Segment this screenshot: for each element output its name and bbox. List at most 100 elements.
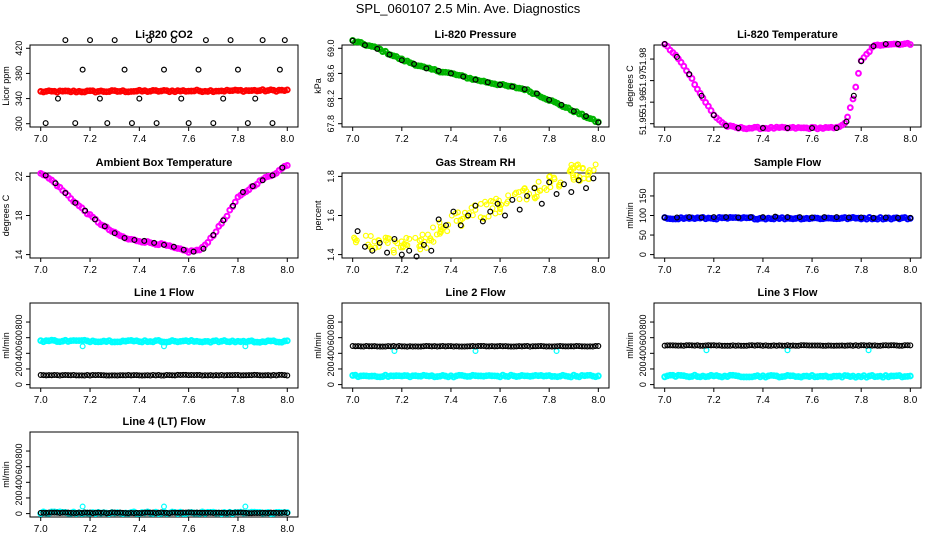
- data-point: [412, 234, 419, 241]
- data-point: [239, 189, 246, 196]
- data-series: [37, 509, 291, 517]
- data-point: [78, 372, 85, 379]
- data-point: [283, 337, 291, 345]
- data-point: [568, 343, 575, 350]
- data-point: [751, 123, 759, 131]
- data-point: [456, 343, 463, 350]
- data-point: [496, 209, 503, 216]
- data-point: [675, 342, 682, 349]
- data-point: [686, 71, 693, 78]
- data-point: [51, 372, 58, 379]
- data-point: [361, 42, 368, 49]
- data-point: [548, 343, 555, 350]
- x-tick-label: 7.6: [493, 395, 507, 406]
- data-point: [366, 343, 373, 350]
- data-point: [716, 342, 723, 349]
- data-point: [259, 509, 266, 516]
- data-point: [487, 208, 494, 215]
- data-point: [710, 214, 717, 221]
- data-point: [37, 509, 44, 516]
- data-point: [817, 342, 824, 349]
- data-point: [130, 372, 137, 379]
- data-point: [850, 342, 857, 349]
- data-point: [87, 37, 94, 44]
- data-point: [845, 214, 852, 221]
- data-point: [453, 343, 460, 350]
- data-point: [244, 120, 251, 127]
- panel-title: Line 1 Flow: [134, 287, 194, 299]
- data-point: [680, 342, 687, 349]
- data-point: [213, 372, 220, 379]
- data-point: [218, 509, 225, 516]
- data-point: [136, 509, 143, 516]
- data-point: [661, 342, 668, 349]
- data-point: [349, 37, 356, 44]
- data-point: [385, 343, 392, 350]
- data-point: [182, 371, 189, 378]
- data-point: [248, 510, 255, 517]
- data-point: [163, 371, 170, 378]
- x-tick-label: 8.0: [903, 134, 917, 145]
- data-point: [89, 510, 96, 517]
- data-point: [220, 95, 227, 102]
- data-point: [546, 96, 553, 103]
- data-point: [860, 342, 867, 349]
- data-point: [664, 342, 671, 349]
- data-series: [42, 37, 288, 127]
- data-point: [382, 343, 389, 350]
- data-point: [732, 342, 739, 349]
- data-point: [153, 120, 160, 127]
- chart-panel: Line 2 Flow 7.0 7.2 7.4 7.6 7.8 8.0 0 2004006008…: [313, 287, 610, 406]
- data-point: [521, 343, 528, 350]
- data-point: [538, 200, 545, 207]
- data-point: [505, 192, 512, 199]
- data-point: [482, 198, 489, 205]
- data-point: [501, 212, 508, 219]
- data-point: [79, 343, 86, 350]
- data-point: [218, 371, 225, 378]
- x-tick-label: 8.0: [591, 395, 605, 406]
- data-point: [576, 343, 583, 350]
- data-point: [906, 41, 914, 48]
- y-tick-label: 600: [326, 330, 336, 345]
- data-point: [393, 343, 400, 350]
- data-point: [227, 37, 234, 44]
- data-point: [710, 342, 717, 349]
- data-point: [523, 196, 530, 203]
- data-point: [72, 199, 79, 206]
- data-point: [193, 246, 201, 254]
- data-point: [562, 343, 569, 350]
- data-point: [403, 234, 410, 241]
- data-point: [215, 372, 222, 379]
- y-tick-label: 0: [638, 252, 648, 257]
- data-point: [846, 104, 854, 112]
- data-point: [114, 372, 121, 379]
- y-tick-label: 150: [638, 188, 648, 203]
- data-point: [352, 343, 359, 350]
- data-series: [79, 343, 249, 350]
- data-point: [406, 343, 413, 350]
- data-point: [567, 166, 574, 173]
- data-point: [230, 202, 237, 209]
- data-point: [150, 371, 157, 378]
- data-point: [397, 244, 404, 251]
- data-point: [226, 372, 233, 379]
- data-point: [97, 372, 104, 379]
- data-point: [595, 119, 602, 126]
- data-point: [237, 372, 244, 379]
- data-point: [443, 222, 450, 229]
- data-point: [406, 247, 413, 254]
- data-point: [273, 372, 280, 379]
- data-point: [833, 214, 840, 221]
- data-point: [401, 240, 408, 247]
- x-tick-label: 7.2: [83, 524, 97, 535]
- data-point: [204, 372, 211, 379]
- data-point: [229, 509, 236, 516]
- y-tick-label: 600: [14, 330, 24, 345]
- data-point: [171, 372, 178, 379]
- plot-frame: [29, 44, 299, 128]
- data-point: [399, 244, 406, 251]
- data-series: [661, 213, 914, 221]
- data-point: [276, 66, 283, 73]
- data-point: [787, 342, 794, 349]
